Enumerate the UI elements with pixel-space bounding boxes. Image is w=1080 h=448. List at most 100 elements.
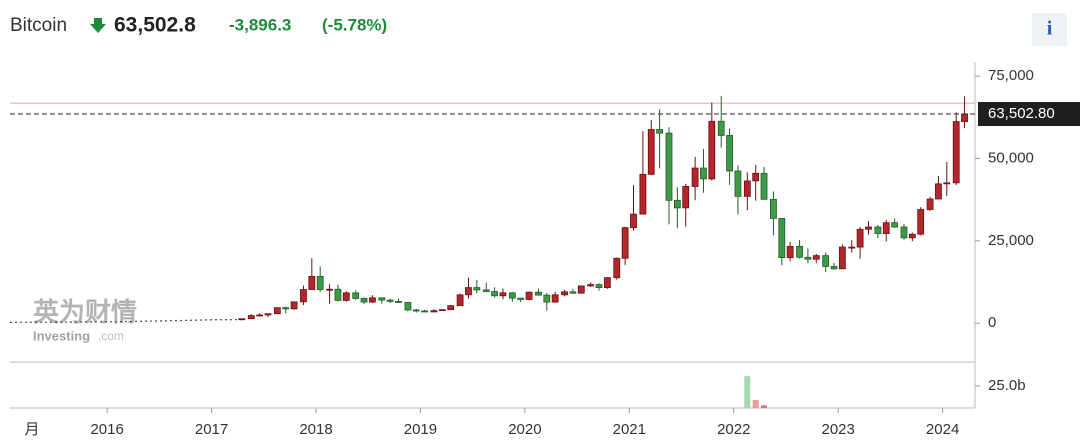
candle-body	[656, 129, 663, 134]
candle-body	[752, 172, 760, 182]
candle-body	[473, 287, 481, 291]
x-tick-label: 2022	[717, 421, 750, 438]
candle-body	[647, 129, 655, 175]
candle-body	[952, 121, 960, 184]
candle-body	[639, 173, 647, 215]
candle-body	[535, 291, 542, 296]
candle-body	[508, 292, 516, 299]
candle-body	[300, 289, 307, 303]
candle-body	[908, 233, 916, 239]
last-price-label: 63,502.80	[988, 105, 1055, 122]
candle-body	[412, 309, 420, 312]
candle-body	[874, 226, 882, 234]
candle-body	[430, 310, 438, 313]
candle-body	[352, 292, 360, 299]
x-tick-label: 2024	[926, 421, 959, 438]
candle-body	[804, 256, 812, 260]
candle-body	[917, 209, 925, 235]
volume-bar	[744, 376, 751, 408]
candle-body	[273, 307, 281, 315]
candle-body	[256, 314, 264, 317]
candle-body	[491, 291, 498, 297]
y-tick-label: 75,000	[988, 67, 1034, 84]
candle-body	[665, 132, 673, 201]
candle-body	[691, 167, 699, 187]
x-tick-label: 2020	[508, 421, 541, 438]
x-tick-label: 2023	[821, 421, 854, 438]
candle-body	[395, 301, 402, 303]
candle-body	[326, 288, 333, 291]
candle-body	[577, 285, 585, 294]
candle-body	[264, 313, 272, 316]
y-tick-label: 0	[988, 314, 996, 331]
y2-tick-label: 25.0b	[988, 377, 1026, 394]
candle-body	[447, 305, 455, 311]
x-tick-label: 2019	[404, 421, 437, 438]
candle-body	[595, 284, 603, 288]
price: 63,502.8	[114, 14, 196, 37]
candle-body	[525, 291, 533, 300]
candle-body	[700, 167, 707, 180]
candle-body	[760, 172, 768, 200]
candle-body	[786, 246, 794, 259]
candle-body	[316, 275, 324, 290]
candle-body	[238, 318, 246, 321]
candle-body	[308, 275, 316, 290]
candle-body	[551, 294, 559, 303]
candle-body	[613, 257, 621, 279]
candle-body	[961, 113, 968, 123]
watermark-site: Investing	[33, 328, 90, 343]
candle-body	[334, 288, 342, 301]
candle-body	[465, 287, 472, 296]
candle-body	[900, 226, 908, 239]
x-tick-label: 2021	[613, 421, 646, 438]
candle-body	[838, 246, 846, 270]
y-tick-label: 50,000	[988, 149, 1034, 166]
candle-body	[856, 228, 864, 248]
candle-body	[499, 292, 507, 297]
down-arrow	[90, 18, 106, 33]
candle-body	[368, 297, 376, 303]
volume-bar	[761, 405, 768, 408]
candle-body	[812, 255, 820, 260]
candle-body	[561, 291, 568, 296]
candle-body	[603, 277, 611, 288]
x-tick-label: 2017	[195, 421, 228, 438]
candle-body	[587, 284, 595, 287]
candle-body	[708, 120, 716, 180]
candle-body	[673, 199, 681, 209]
candle-body	[378, 297, 386, 301]
x-tick-label: 2018	[299, 421, 332, 438]
y-tick-label: 25,000	[988, 232, 1034, 249]
candle-body	[569, 291, 577, 294]
candle-body	[830, 266, 838, 270]
candle-body	[630, 213, 637, 229]
candle-body	[848, 246, 856, 249]
info-icon[interactable]: i	[1047, 18, 1053, 40]
candle-body	[543, 294, 551, 303]
last-price-box	[978, 102, 1080, 127]
candle-body	[404, 301, 412, 311]
candle-body	[482, 289, 490, 292]
interval-label: 月	[24, 421, 39, 438]
candle-body	[882, 222, 890, 234]
x-tick-label: 2016	[90, 421, 123, 438]
candle-body	[943, 182, 951, 185]
candle-body	[822, 255, 830, 267]
candle-body	[926, 198, 934, 210]
candle-body	[282, 307, 290, 310]
info-button[interactable]	[1032, 13, 1067, 46]
candle-body	[717, 120, 725, 136]
candle-body	[778, 218, 786, 259]
watermark: 英为财情 Investing .com	[33, 297, 137, 344]
candle-body	[935, 183, 942, 200]
candle-body	[865, 226, 872, 230]
candle-body	[290, 301, 298, 310]
watermark-domain: .com	[98, 329, 124, 343]
asset-name: Bitcoin	[10, 15, 67, 36]
candle-body	[796, 246, 803, 258]
candle-body	[438, 309, 446, 312]
candle-body	[726, 135, 733, 172]
